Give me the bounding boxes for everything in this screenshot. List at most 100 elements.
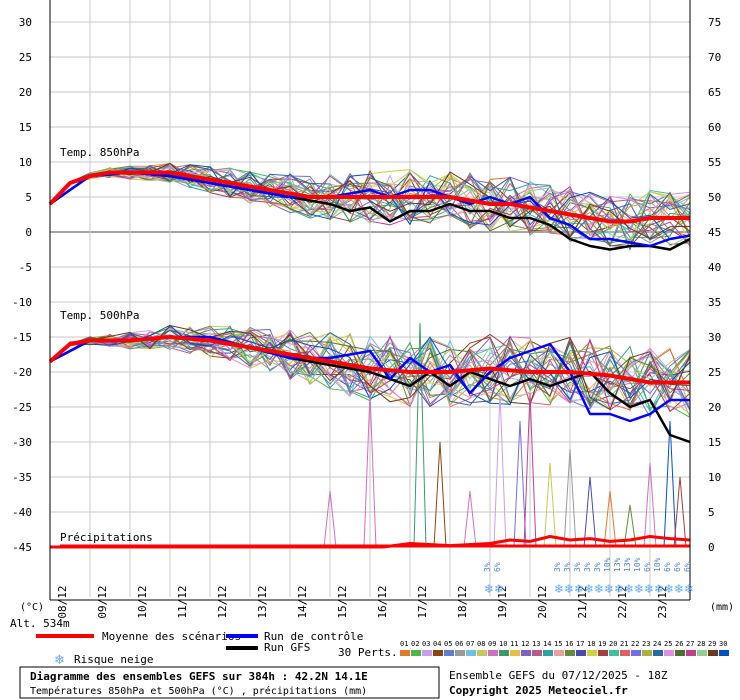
snow-risk-percent: 3% (553, 562, 562, 572)
mean-850-line (48, 170, 690, 224)
right-tick-label: 0 (708, 541, 715, 554)
precip-spike (413, 322, 427, 548)
right-tick-label: 50 (708, 191, 721, 204)
snow-risk-percent: 13% (613, 557, 622, 572)
main-series-lines (48, 170, 691, 549)
right-tick-label: 45 (708, 226, 721, 239)
snow-risk-icon: ❄ (574, 582, 584, 596)
right-unit: (mm) (710, 602, 734, 613)
pert-number: 01 (400, 640, 408, 648)
x-date-label: 23/12 (656, 585, 669, 618)
control-500-line (49, 335, 690, 423)
left-tick-label: 0 (25, 226, 32, 239)
right-tick-label: 10 (708, 471, 721, 484)
pert-number: 28 (697, 640, 705, 648)
pert-number: 02 (411, 640, 419, 648)
mean-500-line (48, 335, 690, 385)
x-date-label: 09/12 (96, 585, 109, 618)
pert-number: 09 (488, 640, 496, 648)
pert-number: 26 (675, 640, 683, 648)
pert-number: 20 (609, 640, 617, 648)
left-tick-label: 15 (19, 121, 32, 134)
right-tick-label: 25 (708, 366, 721, 379)
pert-color-swatch (576, 650, 586, 656)
pert-number: 17 (576, 640, 584, 648)
precip-spike (643, 462, 657, 548)
left-tick-label: -15 (12, 331, 32, 344)
pert-number: 25 (664, 640, 672, 648)
snow-risk-percent: 3% (563, 562, 572, 572)
x-date-label: 19/12 (496, 585, 509, 618)
precip-spike (323, 490, 337, 548)
precip-spike (493, 392, 507, 548)
snow-risk-row: 3%❄6%❄3%❄3%❄3%❄3%❄3%❄10%❄13%❄13%❄10%❄6%❄… (483, 557, 694, 596)
snow-risk-icon: ❄ (594, 582, 604, 596)
right-tick-label: 75 (708, 16, 721, 29)
left-tick-label: -20 (12, 366, 32, 379)
footer-subtitle: Températures 850hPa et 500hPa (°C) , pré… (30, 685, 367, 697)
pert-number: 06 (455, 640, 463, 648)
pert-number: 24 (653, 640, 661, 648)
left-tick-label: -5 (19, 261, 32, 274)
snow-risk-icon: ❄ (664, 582, 674, 596)
x-date-label: 18/12 (456, 585, 469, 618)
pert-number: 07 (466, 640, 474, 648)
pert-number: 21 (620, 640, 628, 648)
pert-number: 05 (444, 640, 452, 648)
legend-mean-label: Moyenne des scénarios (102, 630, 241, 643)
right-tick-label: 60 (708, 121, 721, 134)
pert-color-swatch (620, 650, 630, 656)
pert-color-swatch (477, 650, 487, 656)
snow-risk-percent: 6% (643, 562, 652, 572)
left-tick-label: -10 (12, 296, 32, 309)
snow-risk-icon: ❄ (564, 582, 574, 596)
pert-number: 23 (642, 640, 650, 648)
left-tick-label: -30 (12, 436, 32, 449)
snow-risk-icon: ❄ (674, 582, 684, 596)
left-tick-label: 25 (19, 51, 32, 64)
snow-risk-icon: ❄ (684, 582, 694, 596)
pert-number: 08 (477, 640, 485, 648)
right-tick-label: 30 (708, 331, 721, 344)
precip-spike (363, 392, 377, 548)
pert-color-swatch (708, 650, 718, 656)
precip-spike (543, 462, 557, 548)
legend: Moyenne des scénarios Run de contrôle Ru… (36, 630, 729, 668)
precip-spike (513, 420, 527, 548)
chart-grid (49, 0, 691, 597)
snow-risk-percent: 6% (663, 562, 672, 572)
footer-title: Diagramme des ensembles GEFS sur 384h : … (30, 670, 368, 683)
precip-spike (603, 490, 617, 548)
pert-color-swatch (719, 650, 729, 656)
pert-color-swatch (697, 650, 707, 656)
precip-spike (663, 420, 677, 548)
pert-number: 11 (510, 640, 518, 648)
precip-spike (623, 504, 637, 548)
x-date-label: 22/12 (616, 585, 629, 618)
pert-color-swatch (488, 650, 498, 656)
snow-risk-percent: 6% (673, 562, 682, 572)
right-tick-label: 55 (708, 156, 721, 169)
snow-risk-percent: 6% (683, 562, 692, 572)
pert-number: 19 (598, 640, 606, 648)
snow-risk-icon: ❄ (584, 582, 594, 596)
pert-color-swatch (675, 650, 685, 656)
snow-risk-percent: 10% (603, 557, 612, 572)
right-tick-label: 40 (708, 261, 721, 274)
snow-risk-icon: ❄ (624, 582, 634, 596)
x-date-label: 08/12 (56, 585, 69, 618)
pert-color-swatch (554, 650, 564, 656)
left-tick-label: -45 (12, 541, 32, 554)
pert-color-swatch (466, 650, 476, 656)
pert-color-swatch (444, 650, 454, 656)
snow-risk-icon: ❄ (614, 582, 624, 596)
pert-color-swatch (543, 650, 553, 656)
pert-color-swatch (609, 650, 619, 656)
x-date-label: 16/12 (376, 585, 389, 618)
pert-number: 12 (521, 640, 529, 648)
altitude-label: Alt. 534m (10, 617, 70, 630)
pert-color-swatch (686, 650, 696, 656)
pert-line-850 (49, 168, 691, 247)
pert-number: 16 (565, 640, 573, 648)
